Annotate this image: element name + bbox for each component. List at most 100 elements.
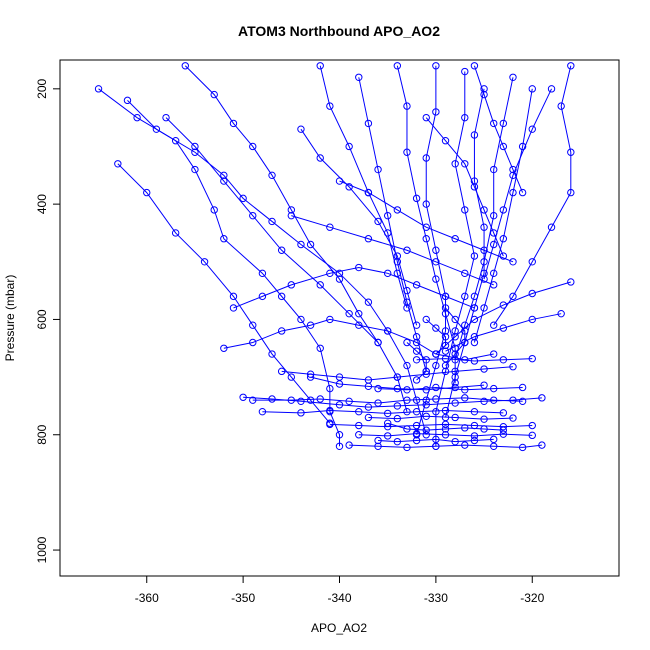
data-point (470, 131, 479, 139)
data-point (441, 431, 450, 439)
data-point (480, 246, 488, 254)
data-point (287, 211, 296, 220)
data-point (364, 413, 373, 422)
data-point (547, 223, 556, 231)
series-line (329, 423, 533, 428)
data-point (528, 289, 536, 298)
data-point (499, 252, 508, 260)
data-point (268, 171, 276, 180)
data-point (461, 160, 469, 168)
data-point (432, 324, 440, 332)
series-line (117, 163, 331, 424)
data-point (441, 292, 450, 301)
y-tick-label: 400 (35, 194, 49, 214)
data-point (509, 188, 517, 197)
data-point (470, 432, 479, 440)
y-tick-label: 600 (35, 309, 49, 329)
data-point (403, 148, 411, 156)
data-point (403, 286, 411, 295)
data-point (345, 183, 353, 191)
data-point (451, 383, 459, 392)
data-point (499, 409, 508, 417)
series (94, 85, 344, 450)
data-point (364, 235, 373, 243)
data-point (335, 401, 344, 409)
data-point (528, 431, 536, 440)
data-point (393, 402, 402, 410)
data-point (451, 315, 459, 324)
data-point (326, 102, 334, 110)
data-point (451, 333, 459, 341)
data-point (538, 441, 546, 449)
data-point (480, 365, 488, 373)
series (470, 62, 527, 197)
data-point (249, 338, 257, 347)
series (374, 435, 498, 446)
data-point (249, 396, 257, 404)
series (277, 363, 517, 384)
data-point (499, 119, 508, 128)
data-point (432, 361, 440, 370)
data-point (441, 347, 450, 355)
data-point (383, 432, 392, 440)
data-point (451, 235, 459, 243)
series (114, 160, 334, 427)
series-line (339, 180, 514, 263)
data-point (306, 321, 315, 329)
series-line (387, 422, 504, 431)
series-line (358, 77, 427, 372)
series-line (473, 88, 533, 343)
series-line (358, 433, 533, 437)
series-line (454, 77, 514, 360)
y-tick-label: 800 (35, 424, 49, 444)
data-point (355, 321, 363, 329)
data-point (499, 356, 508, 364)
data-point (538, 394, 546, 402)
data-point (403, 361, 411, 370)
data-point (191, 165, 199, 174)
data-point (528, 354, 536, 363)
series-line (310, 376, 485, 391)
data-point (480, 304, 488, 312)
data-point (461, 441, 469, 449)
data-point (200, 258, 209, 266)
data-point (297, 397, 305, 406)
data-point (326, 406, 334, 415)
data-point (528, 421, 536, 430)
data-point (480, 415, 488, 423)
series (412, 354, 536, 365)
data-point (422, 315, 430, 324)
data-point (277, 292, 286, 301)
data-point (287, 206, 296, 214)
data-point (490, 435, 498, 444)
series-line (281, 366, 514, 381)
series (422, 315, 450, 358)
series-line (349, 444, 542, 448)
data-point (518, 383, 527, 392)
series-line (435, 281, 571, 355)
data-point (499, 430, 508, 438)
series-line (252, 397, 523, 404)
data-point (210, 206, 218, 214)
data-point (239, 194, 247, 203)
series-line (445, 307, 466, 366)
data-point (518, 142, 527, 151)
data-point (277, 246, 286, 254)
data-point (490, 165, 498, 174)
data-point (422, 396, 430, 404)
data-point (277, 327, 286, 335)
data-point (345, 142, 353, 151)
series-line (233, 267, 475, 309)
data-point (432, 275, 440, 283)
data-point (441, 309, 450, 318)
data-point (432, 108, 440, 116)
data-point (355, 73, 363, 82)
series (480, 85, 556, 283)
data-point (297, 240, 305, 249)
series-line (223, 318, 494, 361)
series (181, 62, 411, 416)
data-point (326, 384, 334, 393)
data-point (432, 62, 440, 70)
data-point (470, 333, 479, 341)
data-point (422, 386, 430, 394)
